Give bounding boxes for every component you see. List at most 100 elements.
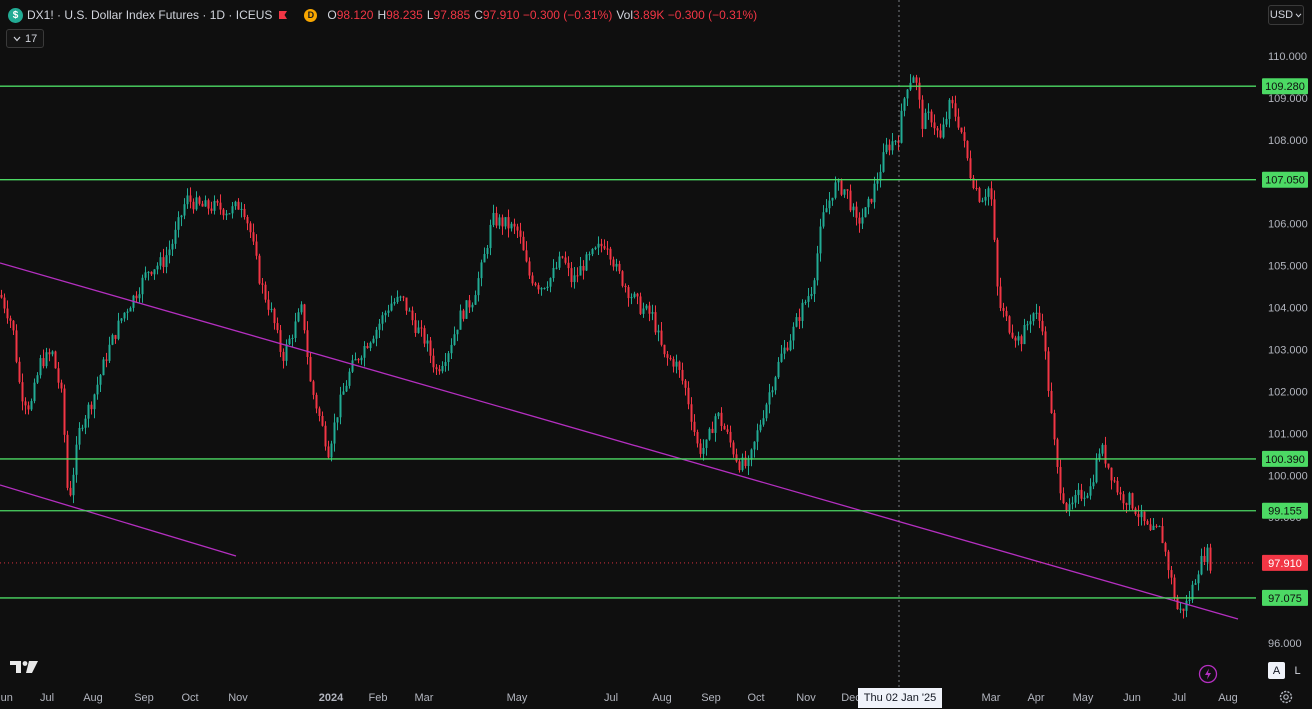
candle-body xyxy=(222,209,225,216)
candle-body xyxy=(165,255,168,268)
candle-body xyxy=(1029,321,1032,325)
candle-body xyxy=(819,226,822,254)
candle-body xyxy=(546,286,549,288)
candle-body xyxy=(429,340,432,356)
candle-body xyxy=(1197,574,1200,584)
candle-body xyxy=(1050,390,1053,414)
candle-body xyxy=(972,178,975,188)
candle-body xyxy=(402,296,405,298)
candle-body xyxy=(366,346,369,349)
candle-body xyxy=(204,200,207,207)
candle-body xyxy=(399,296,402,298)
ohlc-key: H xyxy=(377,8,387,22)
candle-body xyxy=(1185,600,1188,611)
candle-body xyxy=(981,200,984,202)
candle-body xyxy=(585,254,588,271)
candle-body xyxy=(273,308,276,324)
candle-body xyxy=(522,236,525,251)
indicators-toggle[interactable]: 17 xyxy=(6,29,45,48)
symbol-title[interactable]: DX1! · U.S. Dollar Index Futures · 1D · … xyxy=(27,8,273,22)
candle-body xyxy=(138,294,141,299)
tradingview-logo-icon[interactable] xyxy=(10,660,40,674)
candle-body xyxy=(237,201,240,210)
candle-body xyxy=(732,442,735,455)
candle-body xyxy=(318,408,321,416)
lightning-icon[interactable] xyxy=(1198,664,1218,684)
candle-body xyxy=(156,265,159,270)
candle-body xyxy=(465,300,468,319)
candle-body xyxy=(327,446,330,458)
candle-body xyxy=(1041,320,1044,332)
symbol-icon[interactable]: $ xyxy=(8,7,23,23)
x-tick-label: Jul xyxy=(1172,692,1186,704)
level-price-tag xyxy=(1262,171,1308,188)
candle-body xyxy=(612,259,615,267)
candle-body xyxy=(1170,570,1173,578)
x-tick-label: Apr xyxy=(1027,692,1044,704)
indicator-count: 17 xyxy=(25,32,38,45)
candle-body xyxy=(804,301,807,303)
candle-body xyxy=(492,212,495,225)
candle-body xyxy=(741,457,744,471)
candle-body xyxy=(1065,503,1068,511)
candle-body xyxy=(996,239,999,287)
candle-body xyxy=(747,459,750,466)
candle-body xyxy=(648,305,651,314)
candle-body xyxy=(801,302,804,321)
log-scale-button[interactable]: L xyxy=(1294,664,1301,677)
candle-body xyxy=(297,312,300,322)
candle-body xyxy=(711,428,714,433)
candle-body xyxy=(687,387,690,405)
candle-body xyxy=(753,441,756,450)
candle-body xyxy=(999,286,1002,309)
candle-body xyxy=(537,285,540,290)
candle-body xyxy=(906,89,909,99)
candle-body xyxy=(87,404,90,419)
candle-body xyxy=(1008,316,1011,333)
candle-body xyxy=(699,443,702,454)
candle-body xyxy=(567,262,570,269)
auto-scale-button[interactable]: A xyxy=(1268,662,1285,679)
candle-body xyxy=(627,287,630,299)
candle-body xyxy=(660,330,663,345)
candle-body xyxy=(102,359,105,376)
currency-selector[interactable]: USD xyxy=(1268,5,1304,25)
candle-body xyxy=(108,344,111,361)
candle-body xyxy=(18,361,21,383)
gear-icon[interactable] xyxy=(1278,689,1294,705)
candle-body xyxy=(693,421,696,432)
candle-body xyxy=(714,416,717,433)
candle-body xyxy=(300,304,303,313)
dividend-icon[interactable]: D xyxy=(304,8,318,22)
candle-body xyxy=(717,412,720,417)
candle-body xyxy=(942,124,945,138)
candle-body xyxy=(1044,331,1047,352)
x-tick-label: Jul xyxy=(40,692,54,704)
candle-body xyxy=(315,394,318,409)
candle-body xyxy=(792,326,795,341)
candle-body xyxy=(453,334,456,345)
flag-icon[interactable] xyxy=(278,10,288,20)
candle-body xyxy=(321,415,324,426)
candle-body xyxy=(285,344,288,361)
candle-body xyxy=(828,200,831,209)
candle-body xyxy=(927,111,930,113)
candle-body xyxy=(120,318,123,321)
candle-body xyxy=(864,207,867,218)
y-tick-label: 102.000 xyxy=(1268,386,1308,398)
candle-body xyxy=(69,487,72,496)
y-tick-label: 110.000 xyxy=(1268,51,1307,63)
candle-body xyxy=(423,328,426,344)
x-tick-label: Aug xyxy=(83,692,103,704)
candle-body xyxy=(1173,577,1176,598)
candle-body xyxy=(1203,555,1206,562)
candle-body xyxy=(1062,493,1065,504)
x-tick-label: Sep xyxy=(134,692,154,704)
level-price-tag xyxy=(1262,589,1308,606)
candle-body xyxy=(417,327,420,333)
candle-body xyxy=(840,180,843,195)
candle-body xyxy=(651,312,654,314)
chevron-down-icon xyxy=(13,36,21,41)
candle-body xyxy=(939,130,942,138)
